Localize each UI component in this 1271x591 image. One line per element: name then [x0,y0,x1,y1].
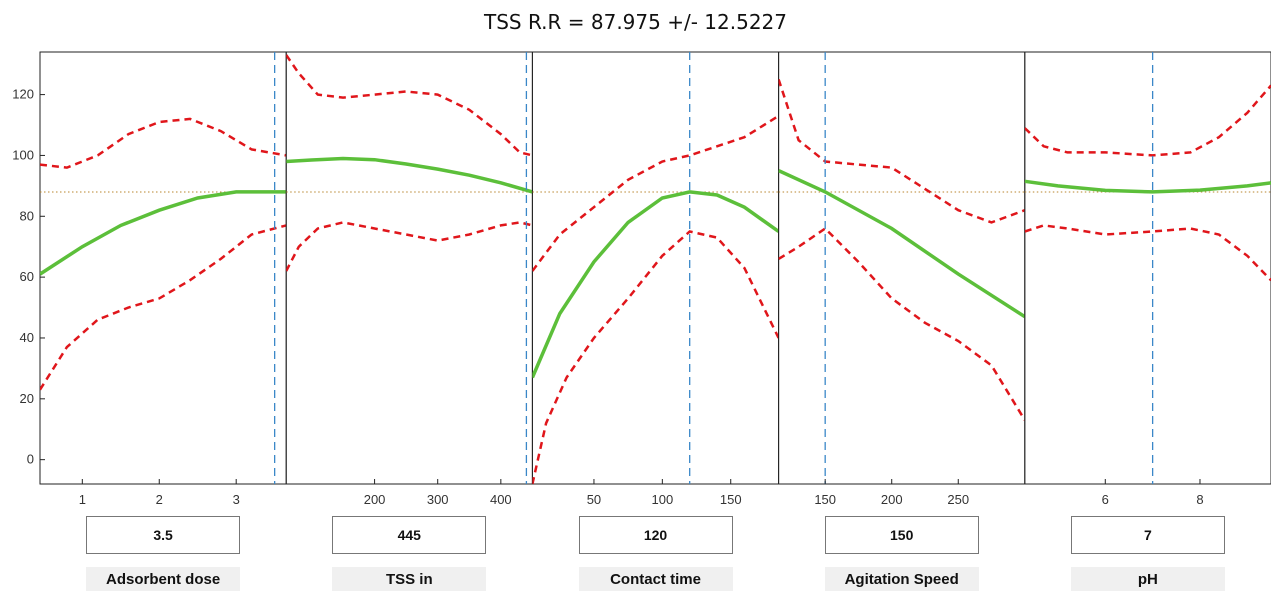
upper-bound-line [286,54,533,157]
lower-bound-line [778,226,1025,421]
upper-bound-line [40,117,287,169]
profile-panel-0: 1 2 3 [39,51,287,507]
factor-name-label: pH [1070,567,1225,591]
x-tick-label: 1 [79,492,86,507]
upper-bound-line [1024,84,1271,157]
fit-line [286,156,533,194]
x-tick-label: 150 [814,492,836,507]
lower-bound-line [1024,224,1271,282]
x-tick-label: 100 [651,492,673,507]
x-tick-label: 400 [490,492,512,507]
chart-title: TSS R.R = 87.975 +/- 12.5227 [484,10,787,34]
factor-value-input[interactable]: 120 [578,516,733,554]
fit-line [1024,179,1271,194]
y-tick-label: 40 [20,330,34,345]
lower-bound-line [286,221,533,272]
y-tick-label: 20 [20,391,34,406]
factor-name-label: Adsorbent dose [86,567,241,591]
y-tick-label: 100 [12,147,34,162]
factor-name-label: Contact time [578,567,733,591]
factor-value-input[interactable]: 3.5 [86,516,241,554]
lower-bound-line [532,230,779,484]
profile-panel-2: 50 100 150 [531,51,780,507]
lower-bound-line [40,224,287,391]
y-tick-label: 120 [12,87,34,102]
x-tick-label: 150 [720,492,742,507]
y-tick-label: 60 [20,269,34,284]
x-tick-label: 50 [587,492,601,507]
x-tick-label: 2 [156,492,163,507]
factor-name-label: TSS in [332,567,487,591]
profile-panel-3: 150 200 250 [778,51,1026,507]
x-tick-label: 3 [233,492,240,507]
upper-bound-line [778,79,1025,224]
x-tick-label: 8 [1196,492,1203,507]
x-tick-label: 200 [364,492,386,507]
fit-line [532,190,779,379]
factor-value-input[interactable]: 445 [332,516,487,554]
panel-frame [39,51,287,485]
x-tick-label: 250 [947,492,969,507]
panel-frame [1024,51,1271,485]
x-tick-label: 200 [881,492,903,507]
factor-value-input[interactable]: 150 [824,516,979,554]
factor-value-input[interactable]: 7 [1070,516,1225,554]
upper-bound-line [532,114,779,272]
factor-name-label: Agitation Speed [824,567,979,591]
profiler-plot: 0 20 40 60 80 100 120 1 2 3 200 300 400 50 100 150 150 20… [12,51,1271,507]
profile-panel-1: 200 300 400 [285,51,533,507]
y-tick-label: 0 [27,452,34,467]
x-tick-label: 300 [427,492,449,507]
fit-line [778,169,1025,319]
panel-frame [531,51,780,485]
fit-line [40,190,287,276]
x-tick-label: 6 [1102,492,1109,507]
panel-frame [285,51,533,485]
y-tick-label: 80 [20,208,34,223]
panel-frame [778,51,1026,485]
